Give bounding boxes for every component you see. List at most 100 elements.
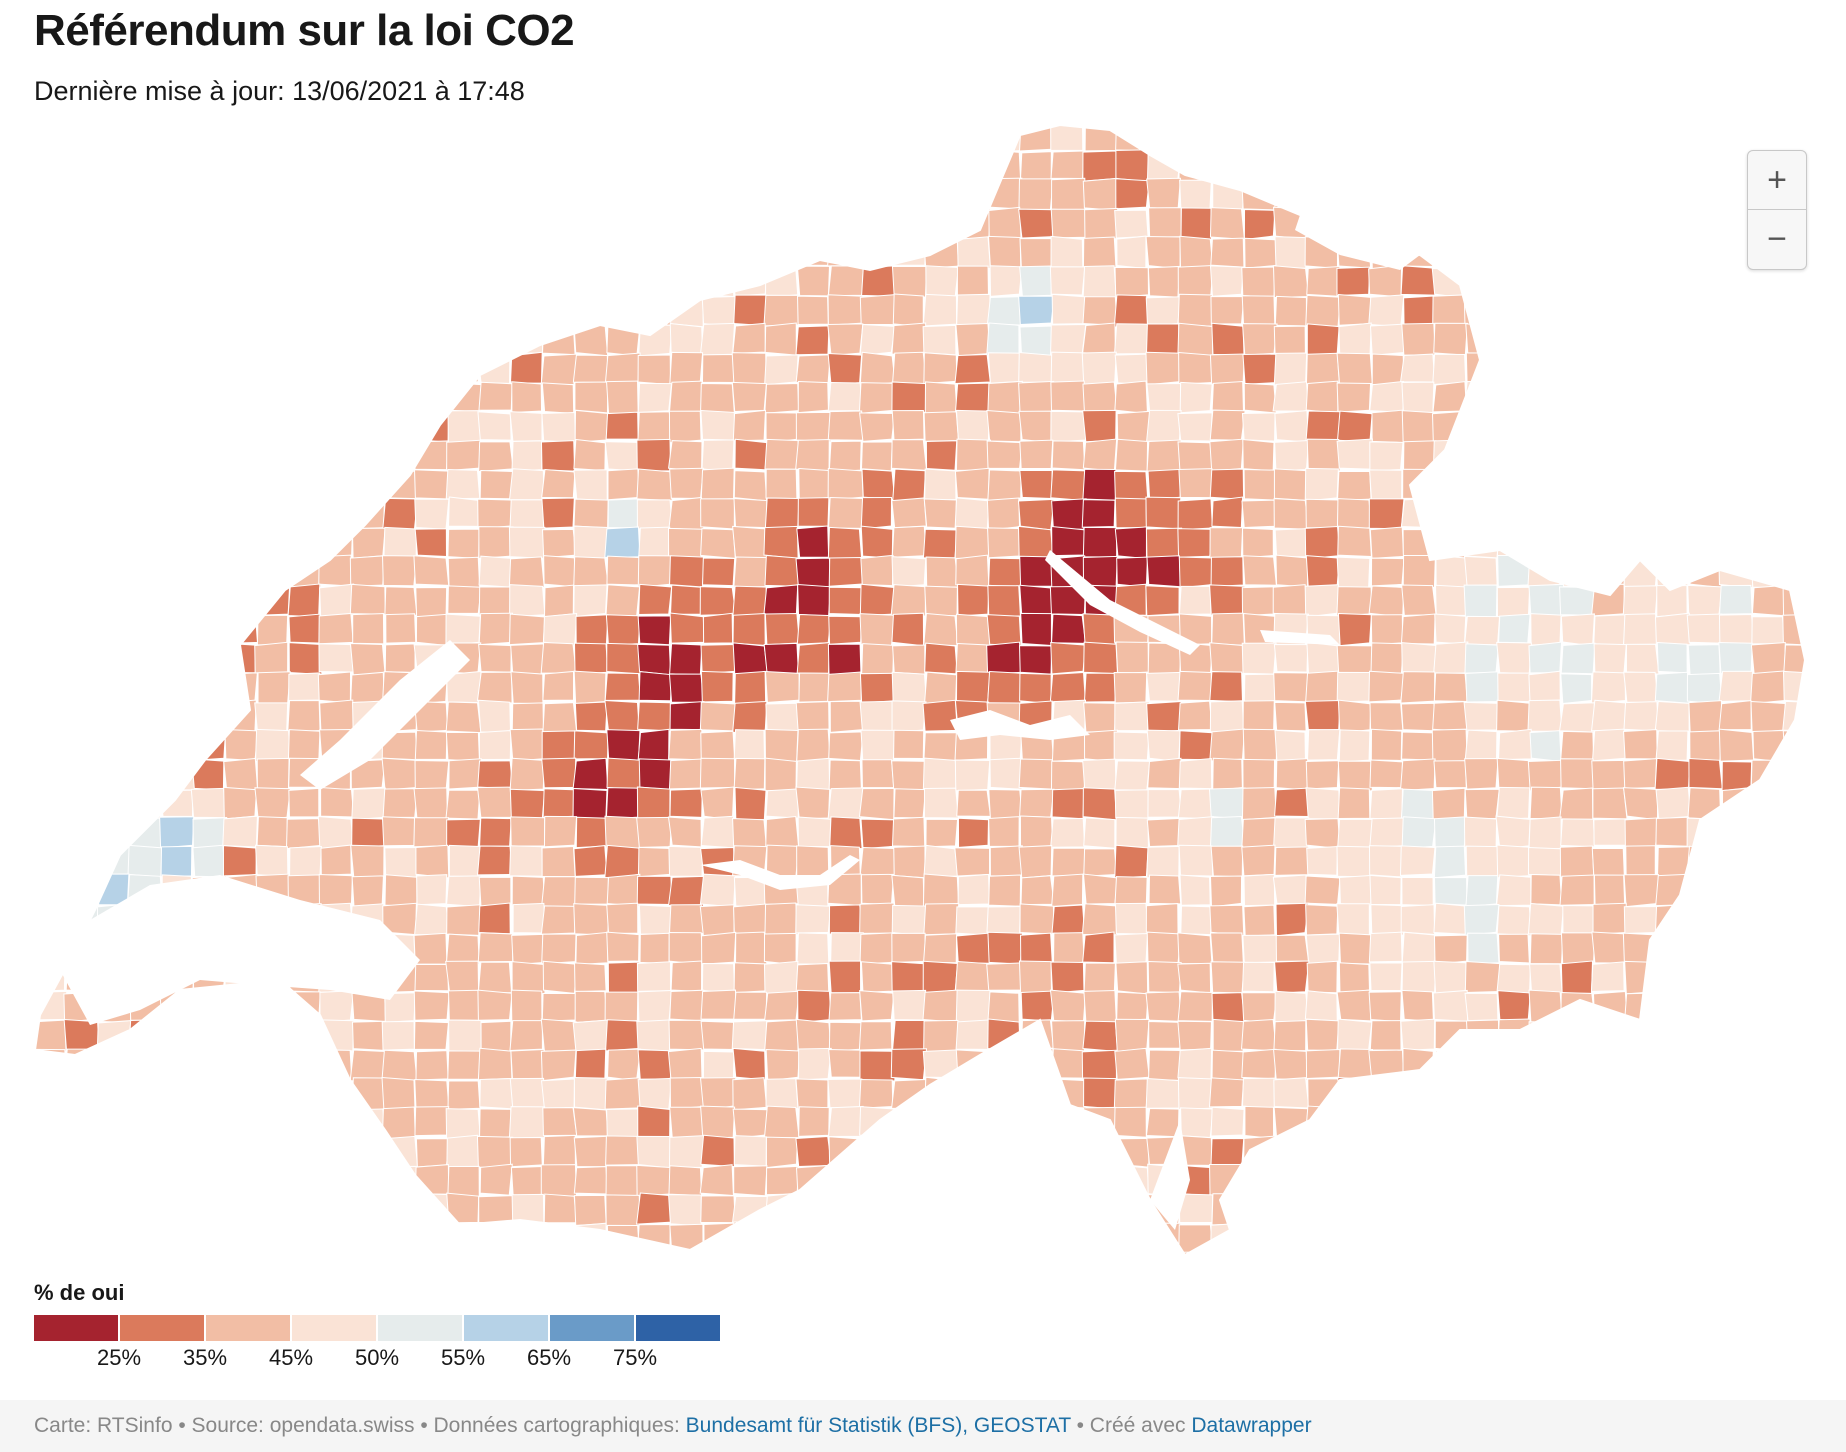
municipality-area[interactable]	[1719, 1107, 1753, 1140]
municipality-area[interactable]	[1082, 265, 1117, 298]
municipality-area[interactable]	[891, 1020, 925, 1052]
municipality-area[interactable]	[1527, 1048, 1563, 1080]
municipality-area[interactable]	[540, 1018, 578, 1052]
municipality-area[interactable]	[33, 238, 67, 268]
municipality-area[interactable]	[573, 498, 609, 529]
municipality-area[interactable]	[1273, 817, 1310, 849]
municipality-area[interactable]	[955, 1049, 991, 1079]
municipality-area[interactable]	[63, 177, 99, 212]
municipality-area[interactable]	[1496, 1251, 1530, 1280]
municipality-area[interactable]	[254, 641, 289, 676]
municipality-area[interactable]	[1051, 873, 1084, 908]
municipality-area[interactable]	[732, 237, 766, 268]
municipality-area[interactable]	[287, 583, 321, 618]
municipality-area[interactable]	[1274, 960, 1310, 994]
municipality-area[interactable]	[732, 148, 767, 182]
municipality-area[interactable]	[1019, 469, 1053, 499]
municipality-area[interactable]	[256, 323, 289, 357]
municipality-area[interactable]	[827, 671, 862, 703]
municipality-area[interactable]	[798, 1106, 830, 1137]
municipality-area[interactable]	[670, 960, 703, 993]
municipality-area[interactable]	[925, 265, 959, 299]
municipality-area[interactable]	[96, 178, 131, 209]
municipality-area[interactable]	[1718, 670, 1754, 703]
municipality-area[interactable]	[669, 584, 704, 615]
municipality-area[interactable]	[1687, 496, 1722, 529]
municipality-area[interactable]	[255, 381, 291, 414]
municipality-area[interactable]	[1337, 699, 1372, 734]
municipality-area[interactable]	[638, 268, 672, 297]
municipality-area[interactable]	[1241, 1077, 1277, 1110]
municipality-area[interactable]	[1145, 323, 1180, 355]
municipality-area[interactable]	[2, 297, 34, 325]
municipality-area[interactable]	[445, 933, 480, 966]
municipality-area[interactable]	[1369, 1020, 1402, 1051]
municipality-area[interactable]	[989, 845, 1023, 877]
municipality-area[interactable]	[447, 410, 482, 444]
municipality-area[interactable]	[1209, 904, 1245, 937]
municipality-area[interactable]	[1273, 468, 1309, 501]
municipality-area[interactable]	[859, 613, 896, 647]
municipality-area[interactable]	[541, 382, 575, 414]
municipality-area[interactable]	[1815, 384, 1846, 413]
municipality-area[interactable]	[1495, 293, 1530, 325]
municipality-area[interactable]	[414, 323, 450, 356]
municipality-area[interactable]	[319, 1222, 354, 1255]
municipality-area[interactable]	[1559, 525, 1596, 557]
municipality-area[interactable]	[508, 468, 545, 501]
municipality-area[interactable]	[1082, 1135, 1115, 1168]
municipality-area[interactable]	[1782, 1224, 1817, 1255]
municipality-area[interactable]	[160, 180, 192, 212]
municipality-area[interactable]	[415, 1050, 449, 1081]
municipality-area[interactable]	[636, 122, 671, 151]
municipality-area[interactable]	[63, 699, 99, 732]
municipality-area[interactable]	[479, 264, 513, 296]
municipality-area[interactable]	[542, 960, 578, 994]
municipality-area[interactable]	[795, 701, 830, 732]
municipality-area[interactable]	[1273, 1077, 1310, 1109]
municipality-area[interactable]	[987, 469, 1022, 502]
municipality-area[interactable]	[1113, 731, 1150, 761]
municipality-area[interactable]	[414, 440, 449, 471]
municipality-area[interactable]	[1177, 122, 1212, 153]
municipality-area[interactable]	[986, 296, 1022, 326]
municipality-area[interactable]	[764, 757, 797, 792]
municipality-area[interactable]	[637, 615, 672, 646]
municipality-area[interactable]	[1082, 758, 1117, 791]
municipality-area[interactable]	[764, 902, 799, 937]
municipality-area[interactable]	[700, 467, 735, 501]
municipality-area[interactable]	[1177, 1020, 1212, 1051]
municipality-area[interactable]	[158, 1048, 194, 1080]
municipality-area[interactable]	[1688, 380, 1724, 415]
municipality-area[interactable]	[1624, 1108, 1660, 1138]
municipality-area[interactable]	[700, 786, 735, 821]
municipality-area[interactable]	[194, 584, 225, 618]
municipality-area[interactable]	[1018, 758, 1053, 790]
municipality-area[interactable]	[891, 322, 927, 355]
municipality-area[interactable]	[828, 731, 864, 762]
municipality-area[interactable]	[1051, 787, 1085, 820]
municipality-area[interactable]	[1051, 1020, 1086, 1052]
municipality-area[interactable]	[1718, 1254, 1756, 1280]
municipality-area[interactable]	[96, 1079, 132, 1109]
municipality-area[interactable]	[349, 238, 386, 269]
municipality-area[interactable]	[605, 584, 641, 617]
municipality-area[interactable]	[1082, 150, 1118, 182]
municipality-area[interactable]	[1814, 323, 1846, 354]
municipality-area[interactable]	[540, 1049, 577, 1082]
municipality-area[interactable]	[321, 1165, 355, 1196]
municipality-area[interactable]	[1816, 1165, 1846, 1194]
municipality-area[interactable]	[922, 528, 958, 559]
municipality-area[interactable]	[1625, 845, 1656, 878]
municipality-area[interactable]	[1019, 151, 1052, 183]
municipality-area[interactable]	[763, 525, 799, 560]
municipality-area[interactable]	[159, 496, 196, 531]
municipality-area[interactable]	[1560, 1135, 1594, 1168]
municipality-area[interactable]	[350, 759, 386, 790]
municipality-area[interactable]	[573, 236, 608, 268]
municipality-area[interactable]	[34, 816, 66, 847]
municipality-area[interactable]	[254, 990, 290, 1022]
municipality-area[interactable]	[1371, 353, 1405, 386]
municipality-area[interactable]	[1212, 757, 1243, 792]
municipality-area[interactable]	[414, 1164, 450, 1195]
